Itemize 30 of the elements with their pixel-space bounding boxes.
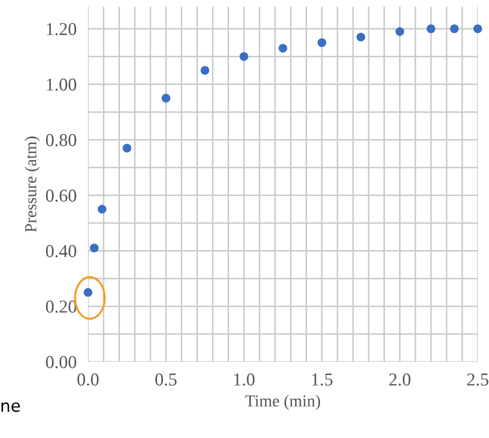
x-tick-label: 1.5 — [312, 374, 332, 386]
y-tick-label: 0.20 — [46, 300, 76, 313]
y-tick-label: 0.00 — [46, 356, 76, 368]
point — [84, 288, 92, 297]
point — [317, 38, 326, 48]
y-tick-label: 1.00 — [46, 78, 76, 91]
text: ne — [2, 402, 20, 412]
y-tick-label: 0.40 — [46, 245, 76, 258]
x-tick-label: 2.0 — [389, 373, 410, 386]
point — [240, 52, 248, 61]
point — [426, 24, 436, 34]
point — [162, 94, 170, 103]
point — [90, 244, 99, 252]
point — [395, 27, 404, 36]
x-tick-label: 1.0 — [234, 373, 255, 386]
point — [473, 24, 482, 34]
y-axis-title: Pressure (atm) — [24, 136, 40, 232]
point — [356, 32, 366, 42]
point — [278, 44, 288, 53]
point — [98, 204, 106, 214]
y-tick-label: 0.60 — [46, 190, 76, 202]
x-tick-label: 0.5 — [155, 373, 177, 386]
x-tick-label: 2.5 — [467, 373, 488, 386]
point — [450, 24, 459, 34]
point — [200, 66, 210, 75]
y-tick-label: 0.80 — [46, 134, 76, 146]
point — [122, 144, 132, 152]
y-tick-label: 1.20 — [46, 23, 76, 36]
x-tick-label: 0.0 — [77, 373, 99, 386]
x-axis-title: Time (min) — [245, 394, 320, 410]
